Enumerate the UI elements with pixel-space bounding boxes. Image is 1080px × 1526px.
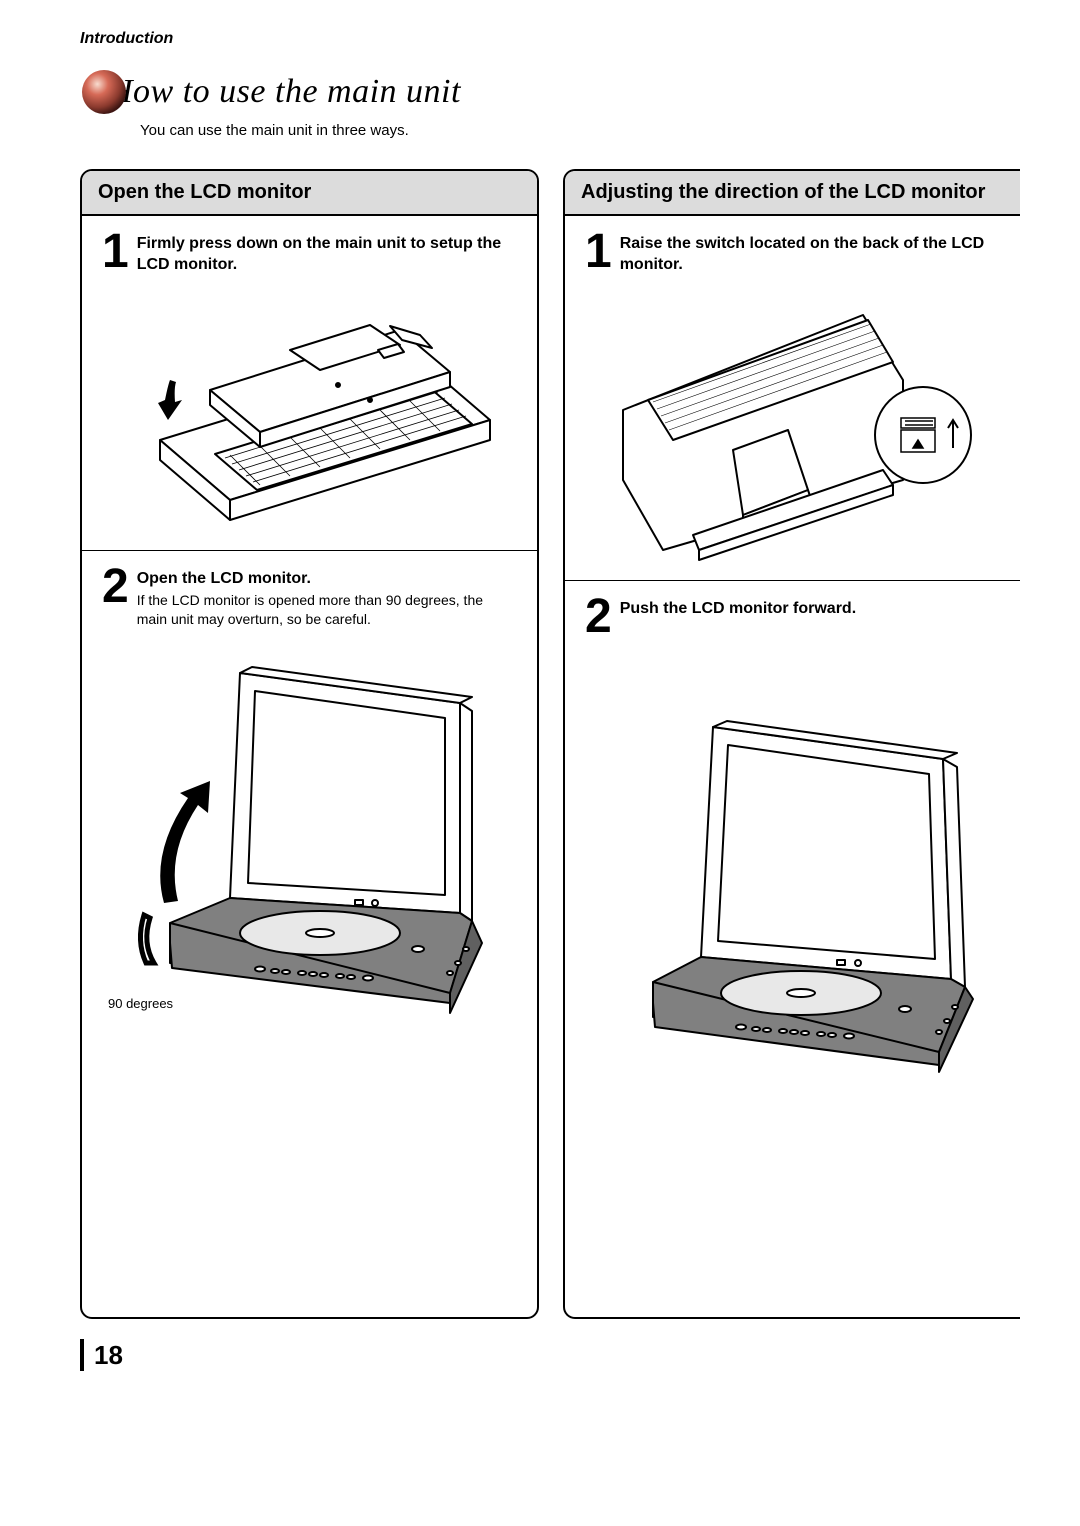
diagram-push-forward — [583, 697, 1002, 1097]
step-number: 2 — [585, 597, 612, 638]
right-panel-heading: Adjusting the direction of the LCD monit… — [565, 171, 1020, 216]
columns: Open the LCD monitor 1 Firmly press down… — [80, 169, 1020, 1319]
title-row: How to use the main unit — [80, 68, 1020, 116]
left-panel-heading: Open the LCD monitor — [82, 171, 537, 216]
page-number-row: 18 — [80, 1339, 1020, 1371]
step-2-detail: If the LCD monitor is opened more than 9… — [137, 591, 517, 629]
section-header: Introduction — [80, 30, 1020, 48]
diagram-open-unit — [100, 643, 519, 1043]
step-2-title: Open the LCD monitor. — [137, 569, 517, 590]
right-panel: Adjusting the direction of the LCD monit… — [563, 169, 1020, 1319]
step-1-title: Firmly press down on the main unit to se… — [137, 234, 517, 276]
page-number: 18 — [94, 1340, 123, 1371]
step-2-title: Push the LCD monitor forward. — [620, 599, 1000, 620]
diagram-closed-unit — [100, 290, 519, 540]
left-step-1: 1 Firmly press down on the main unit to … — [82, 216, 537, 276]
right-step-1: 1 Raise the switch located on the back o… — [565, 216, 1020, 276]
step-number: 2 — [102, 567, 129, 608]
left-panel: Open the LCD monitor 1 Firmly press down… — [80, 169, 539, 1319]
step-number: 1 — [102, 232, 129, 273]
step-1-title: Raise the switch located on the back of … — [620, 234, 1000, 276]
title-sphere-icon — [80, 68, 128, 116]
diagram-back-switch — [583, 290, 1002, 570]
main-title: How to use the main unit — [108, 73, 461, 111]
subtitle: You can use the main unit in three ways. — [140, 122, 1020, 139]
angle-label: 90 degrees — [108, 996, 173, 1011]
page-number-bar-icon — [80, 1339, 84, 1371]
right-step-2: 2 Push the LCD monitor forward. — [565, 581, 1020, 638]
step-number: 1 — [585, 232, 612, 273]
left-step-2: 2 Open the LCD monitor. If the LCD monit… — [82, 551, 537, 630]
